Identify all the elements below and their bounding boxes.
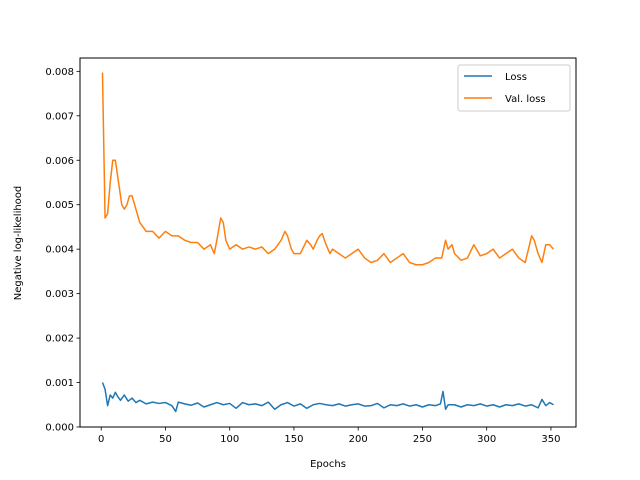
x-tick-label: 100 [220, 434, 239, 445]
x-axis-ticks: 0 50 100 150 200 250 300 350 [98, 427, 560, 445]
x-tick-label: 150 [284, 434, 303, 445]
y-tick-label: 0.005 [45, 200, 74, 211]
y-tick-label: 0.008 [45, 67, 74, 78]
x-tick-label: 200 [349, 434, 368, 445]
y-tick-label: 0.007 [45, 111, 74, 122]
y-axis-title: Negative log-likelihood [13, 186, 24, 301]
legend: Loss Val. loss [457, 64, 571, 112]
y-axis-ticks: 0.000 0.001 0.002 0.003 0.004 0.005 0.006 0.007… [45, 67, 80, 434]
x-tick-label: 0 [98, 434, 104, 445]
series-line-val-loss [101, 72, 555, 266]
plot-lines [101, 72, 555, 413]
y-tick-label: 0.000 [45, 423, 74, 434]
y-tick-label: 0.001 [45, 378, 74, 389]
y-tick-label: 0.004 [45, 245, 74, 256]
x-tick-label: 250 [413, 434, 432, 445]
series-line-loss [101, 382, 554, 413]
legend-label-loss: Loss [505, 72, 527, 83]
y-tick-label: 0.002 [45, 334, 74, 345]
plot-frame [79, 57, 577, 428]
y-tick-label: 0.003 [45, 289, 74, 300]
x-tick-label: 50 [159, 434, 172, 445]
x-tick-label: 350 [541, 434, 560, 445]
y-tick-label: 0.006 [45, 156, 74, 167]
legend-label-val-loss: Val. loss [505, 94, 546, 105]
x-tick-label: 300 [477, 434, 496, 445]
x-axis-title: Epochs [310, 459, 346, 470]
